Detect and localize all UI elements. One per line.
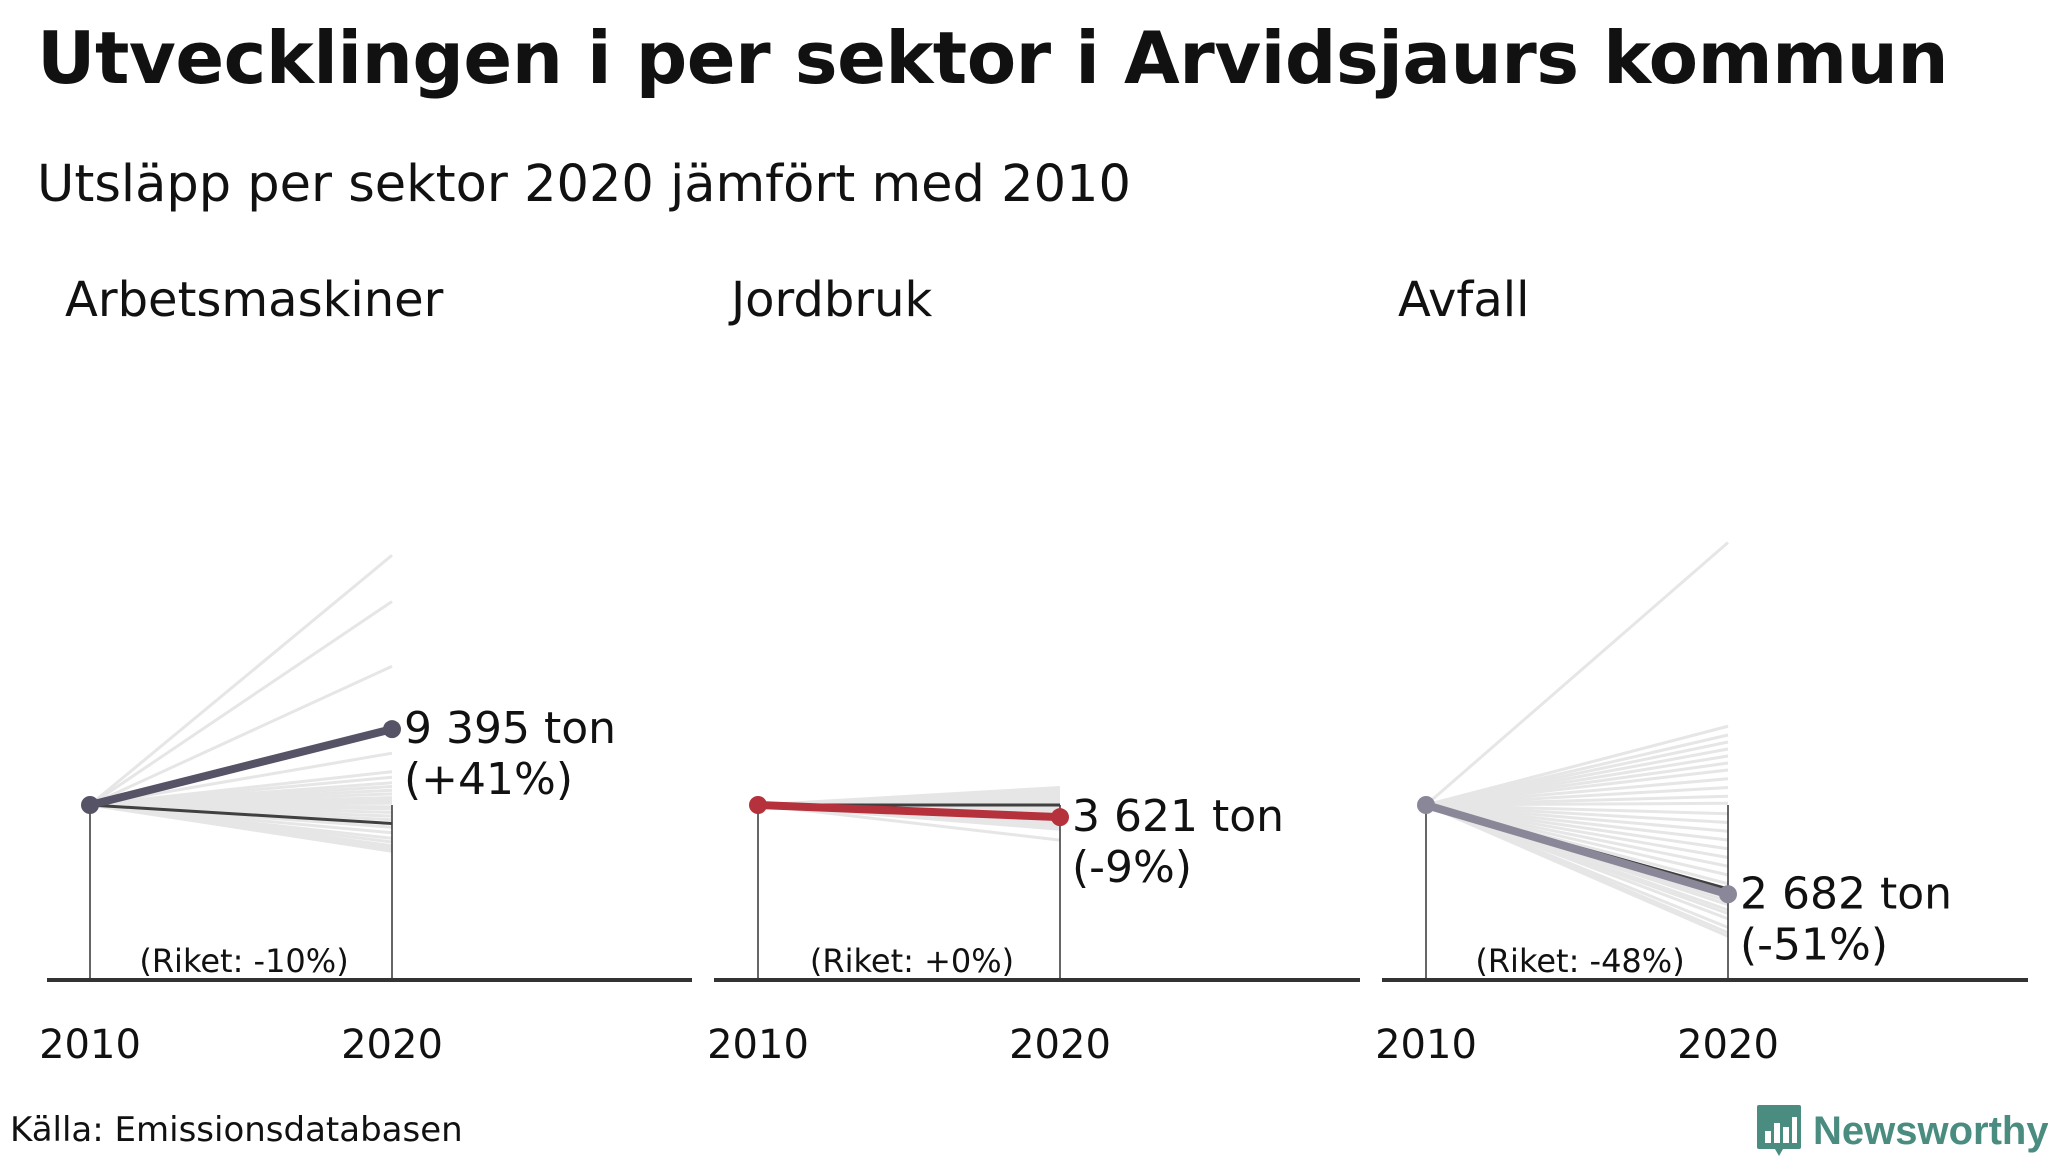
municipality-line (1425, 541, 1729, 807)
municipality-line (89, 803, 393, 853)
chart-title: Utvecklingen i per sektor i Arvidsjaurs … (37, 16, 1949, 100)
x-tick-label-2020: 2020 (341, 1022, 443, 1068)
brand-logo: Newsworthy (1755, 1103, 2048, 1159)
x-tick-label-2010: 2010 (707, 1022, 809, 1068)
source-label: Källa: Emissionsdatabasen (10, 1110, 463, 1150)
municipality-line (89, 554, 393, 807)
highlight-point-2020 (383, 720, 401, 739)
national-line (89, 803, 393, 825)
highlight-point-2020 (1719, 885, 1737, 904)
municipality-line (1425, 803, 1729, 938)
x-tick-label-2020: 2020 (1009, 1022, 1111, 1068)
municipality-line (89, 664, 393, 807)
change-label: (-9%) (1072, 842, 1192, 893)
national-label: (Riket: +0%) (810, 942, 1014, 980)
national-label: (Riket: -48%) (1475, 942, 1684, 980)
highlight-line-arbetsmaskiner (86, 725, 396, 809)
value-label: 3 621 ton (1072, 791, 1284, 842)
x-tick-label-2010: 2010 (39, 1022, 141, 1068)
highlight-line-jordbruk (754, 801, 1064, 822)
brand-name: Newsworthy (1813, 1108, 2048, 1153)
newsworthy-chart-icon (1757, 1105, 1801, 1156)
panel-title-jordbruk: Jordbruk (731, 272, 933, 328)
value-label: 2 682 ton (1740, 868, 1952, 919)
change-label: (-51%) (1740, 919, 1888, 970)
change-label: (+41%) (404, 754, 573, 805)
highlight-point-2010 (749, 796, 767, 814)
highlight-line-avfall (1422, 801, 1732, 899)
municipality-line (89, 600, 393, 807)
panel-title-avfall: Avfall (1398, 272, 1530, 328)
panel-title-arbetsmaskiner: Arbetsmaskiner (65, 272, 444, 328)
highlight-point-2010 (1417, 796, 1435, 814)
x-tick-label-2010: 2010 (1375, 1022, 1477, 1068)
value-label: 9 395 ton (404, 703, 616, 754)
highlight-point-2020 (1051, 808, 1069, 827)
x-tick-label-2020: 2020 (1677, 1022, 1779, 1068)
chart-subtitle: Utsläpp per sektor 2020 jämfört med 2010 (37, 155, 1131, 214)
highlight-point-2010 (81, 796, 99, 814)
national-label: (Riket: -10%) (139, 942, 348, 980)
municipality-line (1425, 801, 1729, 807)
